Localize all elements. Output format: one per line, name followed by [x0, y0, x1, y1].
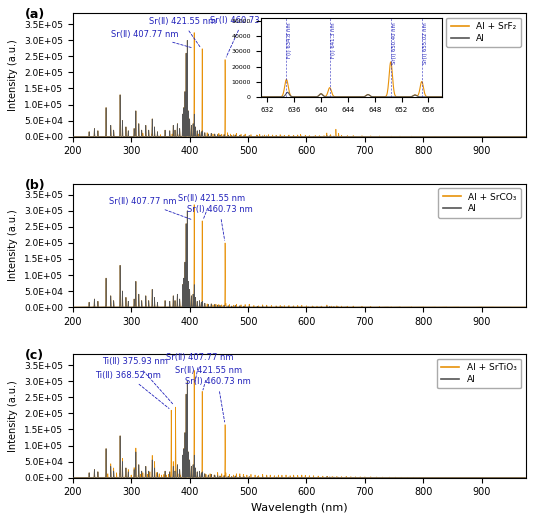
- Legend: Al + SrTiO₃, Al: Al + SrTiO₃, Al: [437, 359, 521, 388]
- Text: (c): (c): [25, 349, 44, 362]
- X-axis label: Wavelength (nm): Wavelength (nm): [251, 503, 348, 513]
- Text: Sr(Ⅱ) 421.55 nm: Sr(Ⅱ) 421.55 nm: [178, 194, 245, 219]
- Text: Sr(Ⅰ) 460.73 nm: Sr(Ⅰ) 460.73 nm: [210, 16, 276, 57]
- Legend: Al + SrF₂, Al: Al + SrF₂, Al: [446, 18, 521, 48]
- Text: (b): (b): [25, 179, 46, 192]
- Text: Sr(Ⅰ) 460.73 nm: Sr(Ⅰ) 460.73 nm: [185, 377, 251, 422]
- Text: Ti(Ⅱ) 375.93 nm: Ti(Ⅱ) 375.93 nm: [102, 357, 174, 405]
- Text: Sr(Ⅱ) 421.55 nm: Sr(Ⅱ) 421.55 nm: [175, 366, 242, 390]
- Y-axis label: Intensity (a.u.): Intensity (a.u.): [9, 380, 18, 452]
- Text: Sr(Ⅱ) 407.77 nm: Sr(Ⅱ) 407.77 nm: [166, 353, 234, 384]
- Y-axis label: Intensity (a.u.): Intensity (a.u.): [9, 209, 18, 281]
- Text: Sr(Ⅰ) 460.73 nm: Sr(Ⅰ) 460.73 nm: [186, 205, 252, 240]
- Text: Sr(Ⅱ) 407.77 nm: Sr(Ⅱ) 407.77 nm: [110, 30, 191, 48]
- Y-axis label: Intensity (a.u.): Intensity (a.u.): [9, 39, 18, 111]
- Legend: Al + SrCO₃, Al: Al + SrCO₃, Al: [438, 188, 521, 218]
- Text: (a): (a): [25, 8, 45, 21]
- Text: Ti(Ⅱ) 368.52 nm: Ti(Ⅱ) 368.52 nm: [95, 371, 169, 409]
- Text: Sr(Ⅱ) 407.77 nm: Sr(Ⅱ) 407.77 nm: [109, 197, 191, 220]
- Text: Sr(Ⅱ) 421.55 nm: Sr(Ⅱ) 421.55 nm: [149, 17, 216, 48]
